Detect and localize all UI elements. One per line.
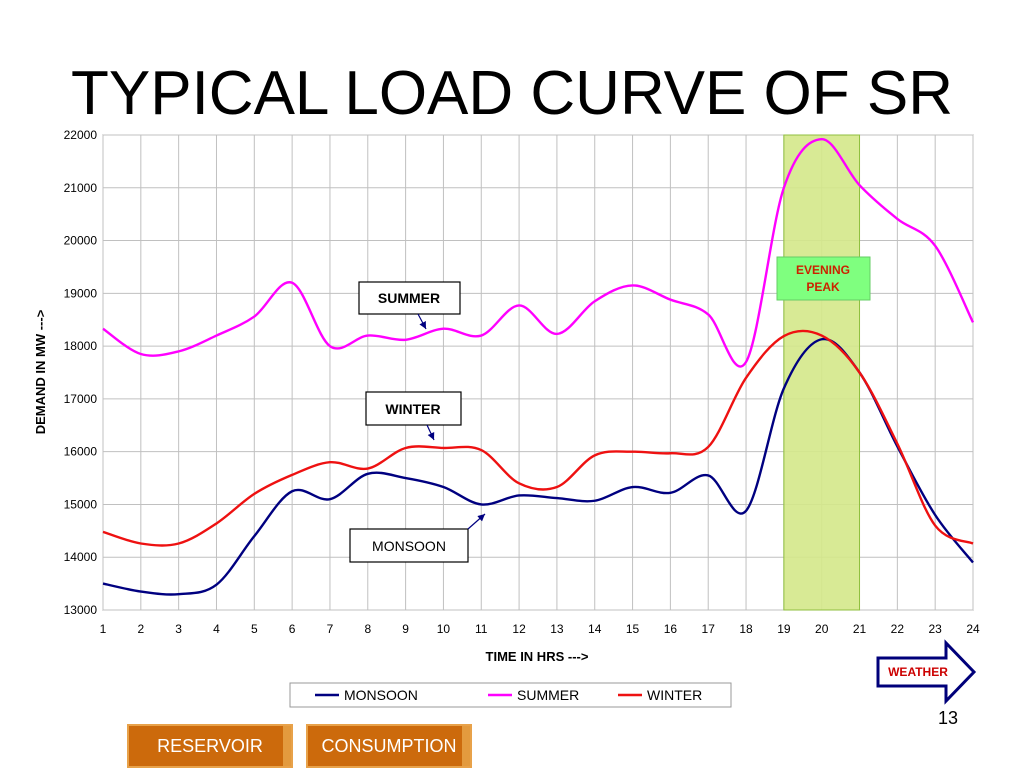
monsoon-callout-arrow	[467, 513, 486, 530]
reservoir-button[interactable]: RESERVOIR	[127, 724, 293, 768]
legend-label-monsoon: MONSOON	[344, 687, 418, 703]
x-tick-label: 7	[327, 622, 334, 636]
x-tick-label: 1	[100, 622, 107, 636]
x-tick-label: 4	[213, 622, 220, 636]
x-tick-label: 10	[437, 622, 451, 636]
slide-title: TYPICAL LOAD CURVE OF SR	[71, 59, 953, 128]
x-tick-label: 2	[137, 622, 144, 636]
x-tick-label: 19	[777, 622, 791, 636]
series-line-winter	[102, 329, 974, 547]
summer-callout-label: SUMMER	[378, 290, 440, 306]
x-tick-label: 14	[588, 622, 602, 636]
x-tick-label: 15	[626, 622, 640, 636]
x-tick-label: 16	[664, 622, 678, 636]
x-tick-label: 5	[251, 622, 258, 636]
monsoon-callout-box	[349, 528, 469, 563]
x-tick-label: 21	[853, 622, 867, 636]
x-tick-label: 6	[289, 622, 296, 636]
x-tick-label: 20	[815, 622, 829, 636]
x-tick-label: 3	[175, 622, 182, 636]
y-tick-label: 14000	[64, 550, 98, 564]
winter-callout-label: WINTER	[385, 401, 440, 417]
x-tick-label: 9	[402, 622, 409, 636]
page-number: 13	[938, 708, 959, 728]
legend-label-winter: WINTER	[647, 687, 702, 703]
y-tick-label: 20000	[64, 234, 98, 248]
x-tick-label: 24	[966, 622, 980, 636]
series-line-summer	[102, 138, 975, 368]
x-tick-label: 22	[891, 622, 905, 636]
weather-button[interactable]: WEATHER	[876, 639, 977, 705]
legend-label-summer: SUMMER	[517, 687, 579, 703]
weather-arrow-shape	[876, 639, 977, 705]
x-tick-label: 8	[364, 622, 371, 636]
weather-button-label: WEATHER	[888, 665, 948, 679]
y-tick-label: 13000	[64, 603, 98, 617]
monsoon-callout-label: MONSOON	[372, 538, 446, 554]
evening-peak-label-1: EVENING	[796, 263, 850, 277]
x-tick-label: 17	[702, 622, 716, 636]
evening-peak-label-2: PEAK	[806, 280, 840, 294]
x-tick-label: 11	[475, 622, 488, 636]
y-tick-label: 17000	[64, 392, 98, 406]
x-tick-label: 23	[928, 622, 942, 636]
x-tick-label: 18	[739, 622, 753, 636]
x-tick-label: 13	[550, 622, 564, 636]
y-tick-label: 21000	[64, 181, 98, 195]
y-tick-label: 15000	[64, 497, 98, 511]
x-tick-label: 12	[512, 622, 526, 636]
evening-peak-box	[776, 256, 871, 301]
y-tick-label: 18000	[64, 339, 98, 353]
y-axis-label: DEMAND IN MW --->	[33, 309, 48, 434]
y-tick-label: 19000	[64, 286, 98, 300]
evening-peak-band	[783, 134, 861, 611]
summer-callout-box	[358, 281, 461, 315]
consumption-button[interactable]: CONSUMPTION	[306, 724, 472, 768]
y-tick-label: 16000	[64, 445, 98, 459]
winter-callout-arrow	[426, 424, 435, 441]
winter-callout-box	[365, 391, 462, 426]
x-axis-label: TIME IN HRS --->	[486, 649, 589, 664]
summer-callout-arrow	[417, 313, 427, 330]
y-tick-label: 22000	[64, 128, 98, 142]
